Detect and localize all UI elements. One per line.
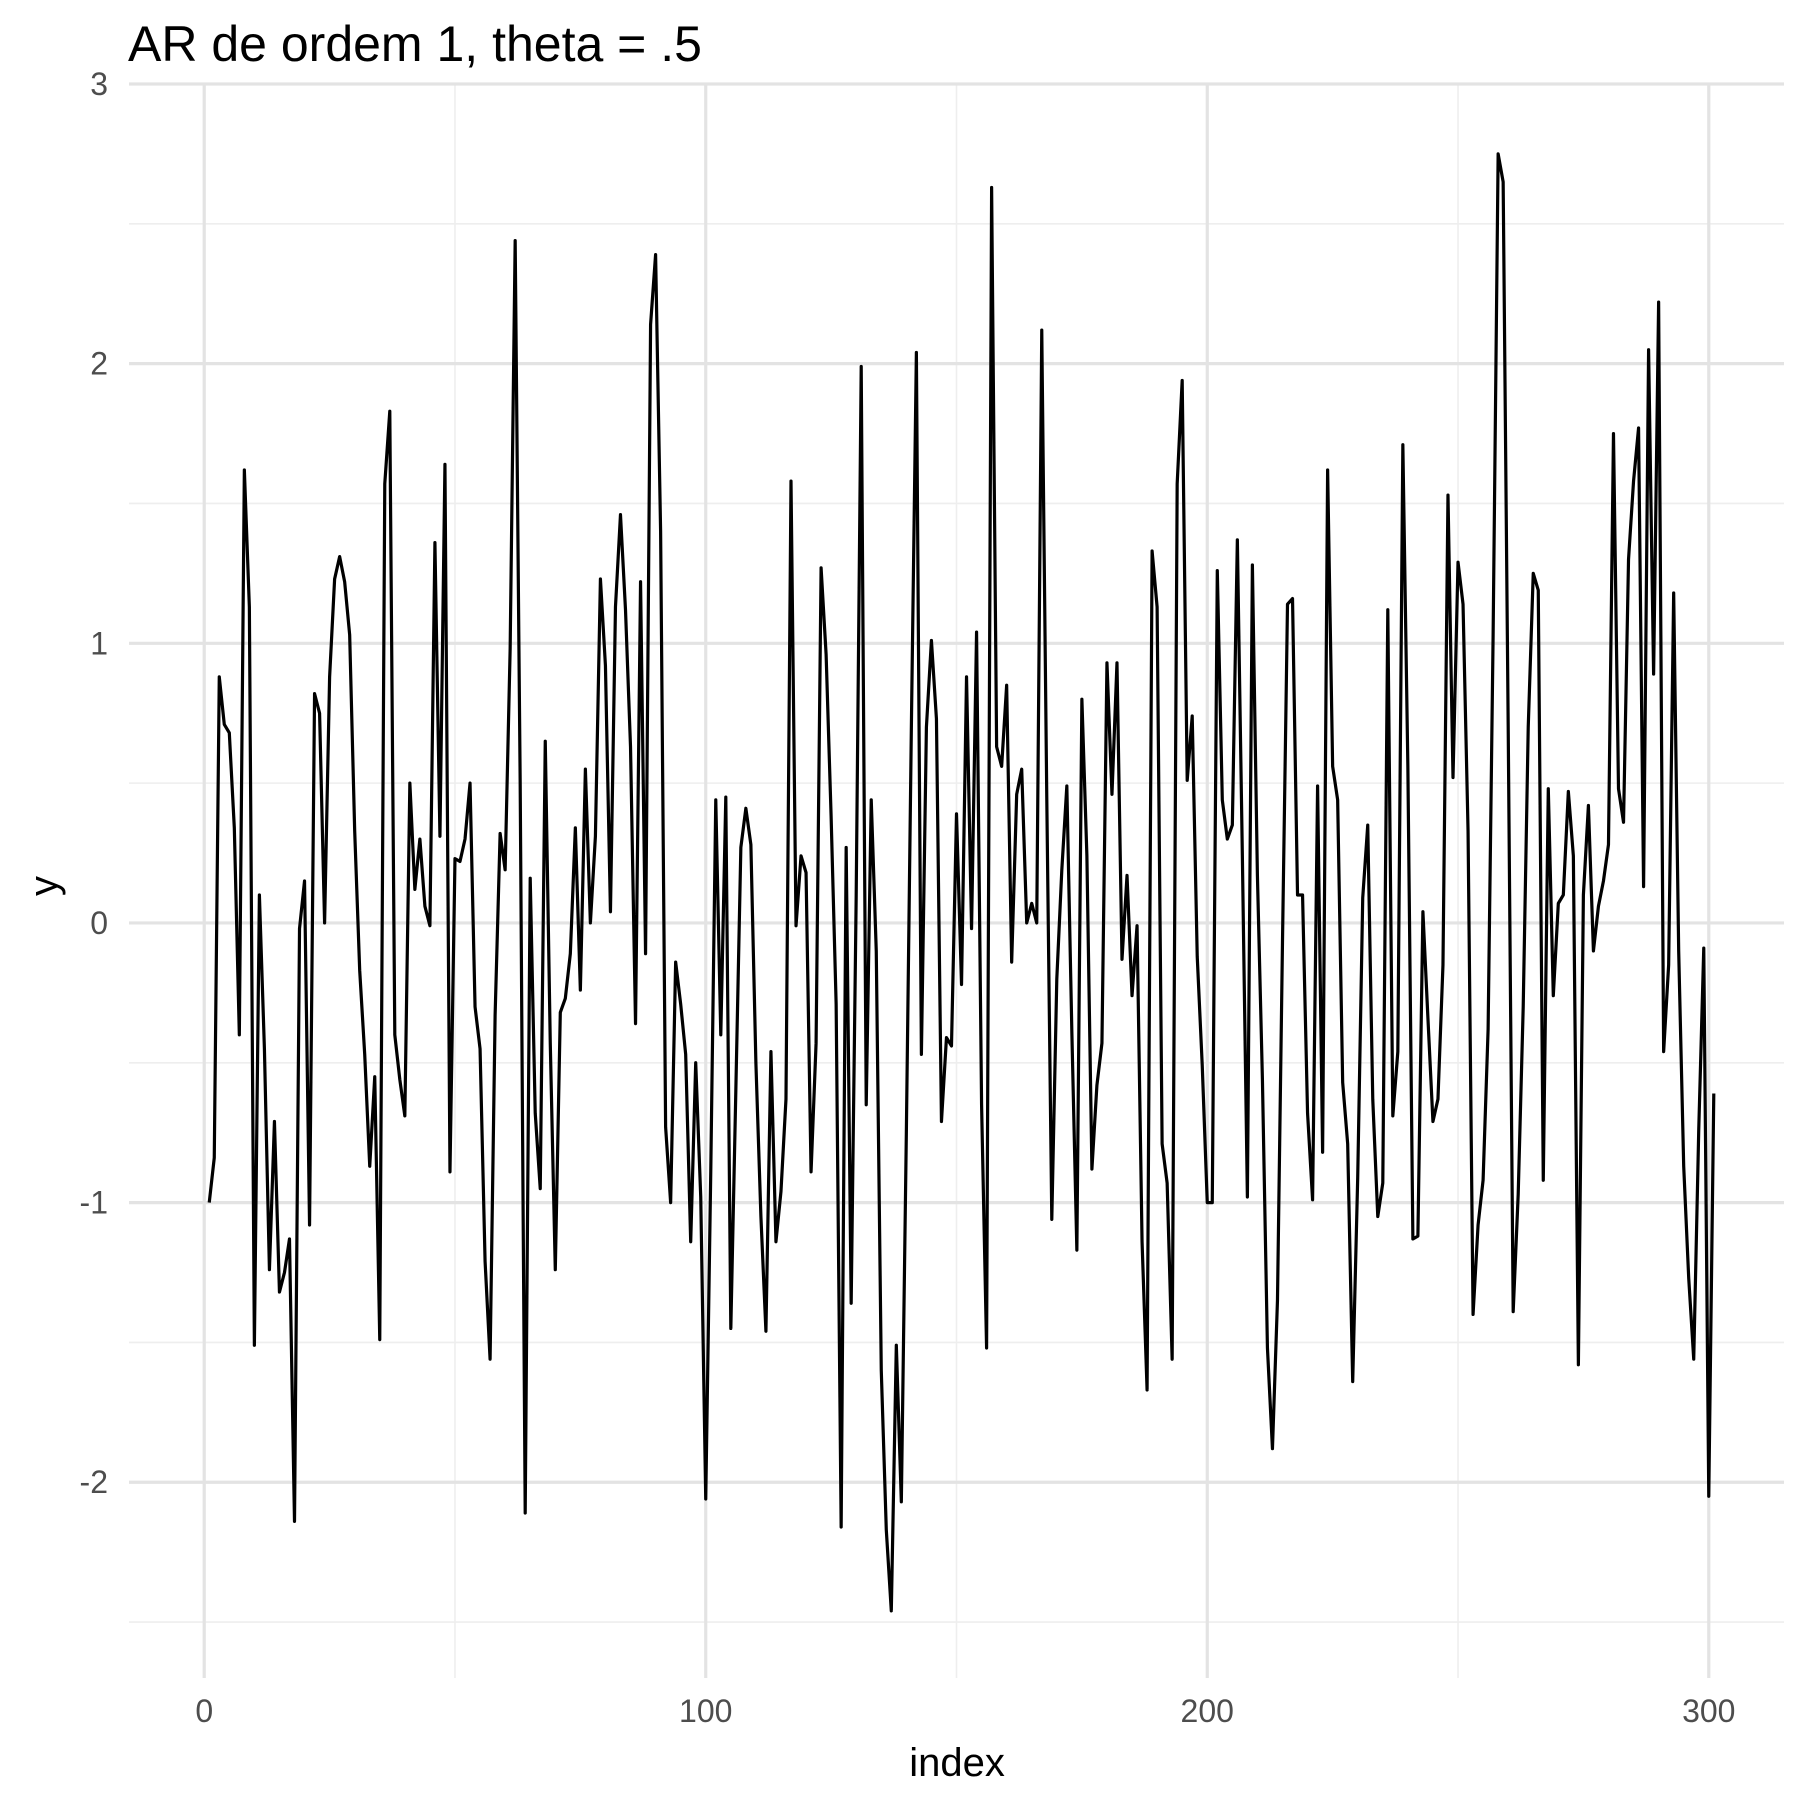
x-tick-label: 0 (195, 1693, 213, 1729)
y-axis-title: y (22, 876, 66, 896)
x-tick-label: 200 (1181, 1693, 1234, 1729)
series-line-y (207, 152, 1716, 1613)
y-tick-label: 3 (90, 66, 108, 102)
y-tick-label: 1 (90, 625, 108, 661)
x-axis-tick-labels: 0 100 200 300 (195, 1693, 1735, 1729)
y-tick-label: 2 (90, 346, 108, 382)
x-tick-label: 300 (1682, 1693, 1735, 1729)
chart-title: AR de ordem 1, theta = .5 (128, 16, 702, 72)
y-tick-label: 0 (90, 905, 108, 941)
x-axis-title: index (909, 1741, 1005, 1785)
y-tick-label: -2 (80, 1464, 108, 1500)
y-tick-label: -1 (80, 1185, 108, 1221)
x-tick-label: 100 (679, 1693, 732, 1729)
y-axis-tick-labels: -2 -1 0 1 2 3 (80, 66, 108, 1500)
